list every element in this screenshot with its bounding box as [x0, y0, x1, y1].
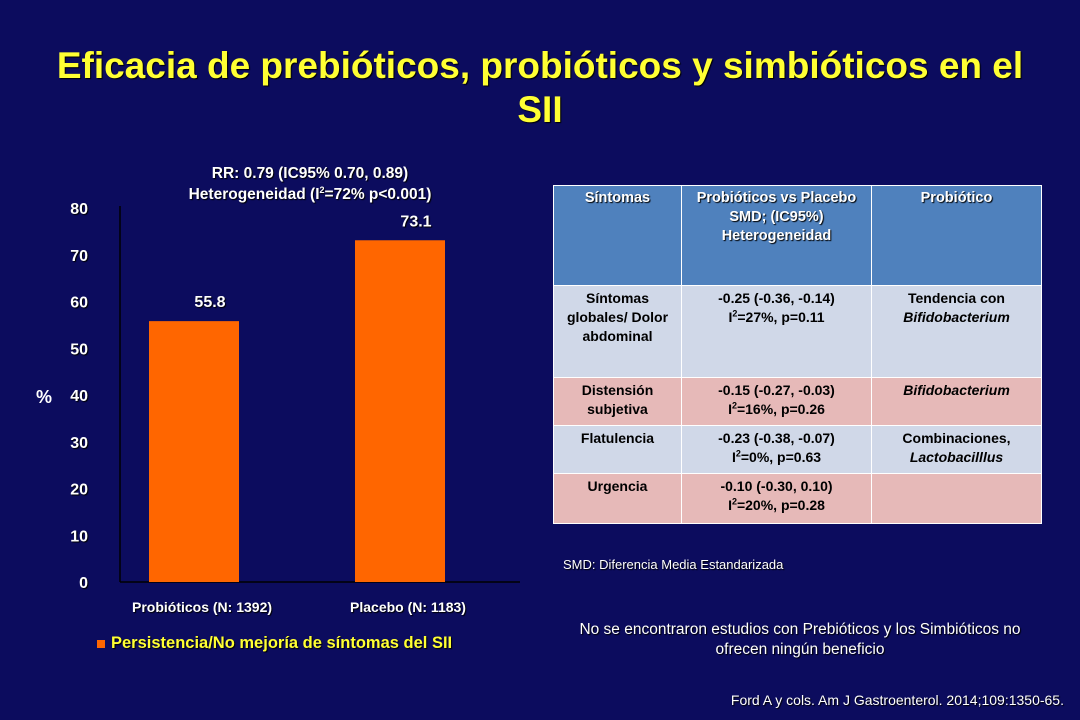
- smd-value: -0.23 (-0.38, -0.07): [718, 430, 835, 446]
- smd-value: -0.15 (-0.27, -0.03): [718, 382, 835, 398]
- bar-value-label: 73.1: [400, 213, 431, 230]
- table-row: Urgencia -0.10 (-0.30, 0.10) I2=20%, p=0.2…: [553, 473, 1042, 524]
- table-row: Distensión subjetiva -0.15 (-0.27, -0.03)…: [553, 377, 1042, 426]
- table-row: Flatulencia -0.23 (-0.38, -0.07) I2=0%, p=…: [553, 425, 1042, 474]
- smd-value: -0.10 (-0.30, 0.10): [720, 478, 833, 494]
- y-tick-label: 20: [70, 482, 88, 499]
- x-tick-label: Placebo (N: 1183): [350, 599, 466, 615]
- y-tick-label: 70: [70, 248, 88, 265]
- conclusion-text: No se encontraron estudios con Prebiótic…: [579, 621, 1021, 658]
- bar-value-label: 55.8: [194, 294, 225, 311]
- probiotic-species: Lactobacilllus: [909, 449, 1004, 465]
- smd-cell: -0.23 (-0.38, -0.07) I2=0%, p=0.63: [681, 425, 872, 474]
- heterogeneity-line: Heterogeneidad (I2=72% p<0.001): [188, 184, 432, 203]
- results-table: Síntomas Probióticos vs Placebo SMD; (IC…: [553, 185, 1042, 524]
- smd-value: -0.25 (-0.36, -0.14): [718, 290, 835, 306]
- probiotic-cell: [871, 473, 1042, 524]
- y-tick-label: 60: [70, 295, 88, 312]
- x-tick-label: Probióticos (N: 1392): [132, 599, 272, 615]
- table-row: Síntomas globales/ Dolor abdominal -0.25 …: [553, 285, 1042, 378]
- y-tick-label: 80: [70, 201, 88, 218]
- smd-cell: -0.25 (-0.36, -0.14) I2=27%, p=0.11: [681, 285, 872, 378]
- y-tick-label: 40: [70, 388, 88, 405]
- smd-cell: -0.10 (-0.30, 0.10) I2=20%, p=0.28: [681, 473, 872, 524]
- probiotic-species: Bifidobacterium: [903, 382, 1010, 398]
- probiotic-text: Tendencia con: [908, 290, 1005, 306]
- probiotic-species: Bifidobacterium: [903, 309, 1010, 325]
- heterogeneity-value: I2=27%, p=0.11: [728, 308, 825, 325]
- y-axis-label: %: [36, 387, 52, 407]
- y-tick-label: 10: [70, 528, 88, 545]
- probiotic-cell: Tendencia con Bifidobacterium: [871, 285, 1042, 378]
- bar: [355, 240, 445, 582]
- symptom-cell: Síntomas globales/ Dolor abdominal: [553, 285, 682, 378]
- probiotic-cell: Combinaciones, Lactobacilllus: [871, 425, 1042, 474]
- rr-annotation: RR: 0.79 (IC95% 0.70, 0.89) Heterogeneid…: [110, 163, 510, 205]
- legend-swatch: [97, 639, 105, 648]
- symptom-cell: Flatulencia: [553, 425, 682, 474]
- slide-title: Eficacia de prebióticos, probióticos y s…: [56, 45, 1024, 130]
- y-tick-label: 0: [79, 575, 88, 592]
- legend-label: Persistencia/No mejoría de síntomas del …: [111, 634, 453, 652]
- y-tick-label: 50: [70, 341, 88, 358]
- rr-line: RR: 0.79 (IC95% 0.70, 0.89): [211, 165, 409, 182]
- heterogeneity-value: I2=0%, p=0.63: [731, 448, 822, 465]
- header-sintomas: Síntomas: [553, 185, 682, 286]
- y-tick-label: 30: [70, 435, 88, 452]
- header-probiotico: Probiótico: [871, 185, 1042, 286]
- smd-cell: -0.15 (-0.27, -0.03) I2=16%, p=0.26: [681, 377, 872, 426]
- symptom-cell: Distensión subjetiva: [553, 377, 682, 426]
- heterogeneity-value: I2=20%, p=0.28: [728, 496, 825, 513]
- smd-footnote: SMD: Diferencia Media Estandarizada: [563, 557, 784, 572]
- probiotic-cell: Bifidobacterium: [871, 377, 1042, 426]
- bar-chart: 0 10 20 30 40 50 60 70 80% 55.8 Probióticos (N: 13…: [36, 201, 520, 615]
- heterogeneity-value: I2=16%, p=0.26: [728, 400, 825, 417]
- chart-legend: Persistencia/No mejoría de síntomas del …: [97, 634, 452, 653]
- citation: Ford A y cols. Am J Gastroenterol. 2014;…: [730, 692, 1064, 708]
- probiotic-text: Combinaciones,: [902, 430, 1011, 446]
- header-smd: Probióticos vs Placebo SMD; (IC95%) Hete…: [681, 185, 872, 286]
- symptom-cell: Urgencia: [553, 473, 682, 524]
- bar: [149, 321, 239, 582]
